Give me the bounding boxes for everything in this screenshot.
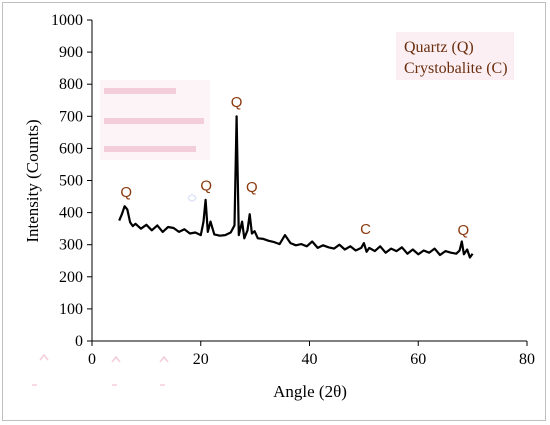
y-tick-group: 0 100 200 300 400 500 600 700 800 900 1000 <box>51 12 92 350</box>
peak-label-q: Q <box>120 184 132 201</box>
y-tick-label: 200 <box>59 269 83 286</box>
peak-label-c: C <box>360 221 371 238</box>
y-tick-label: 100 <box>59 301 83 318</box>
y-tick-label: 600 <box>59 140 83 157</box>
peak-label-group: Q Q Q Q C Q <box>120 94 469 239</box>
y-tick-label: 500 <box>59 173 83 190</box>
x-tick-label: 80 <box>519 351 535 368</box>
peak-label-q: Q <box>246 179 258 196</box>
y-tick-label: 400 <box>59 205 83 222</box>
legend-box <box>396 32 514 80</box>
peak-label-q: Q <box>200 178 212 195</box>
x-tick-group: 0 20 40 60 80 <box>88 341 535 368</box>
y-tick-label: 0 <box>75 333 83 350</box>
y-tick-label: 800 <box>59 76 83 93</box>
y-tick-label: 900 <box>59 44 83 61</box>
ghost-legend-watermark <box>32 80 210 386</box>
x-tick-label: 0 <box>88 351 96 368</box>
x-tick-label: 60 <box>410 351 426 368</box>
legend-item-quartz: Quartz (Q) <box>404 39 474 56</box>
peak-label-q: Q <box>458 222 470 239</box>
x-tick-label: 20 <box>193 351 209 368</box>
y-tick-label: 300 <box>59 237 83 254</box>
y-tick-label: 700 <box>59 108 83 125</box>
peak-label-q: Q <box>231 94 243 111</box>
legend-item-crystobalite: Crystobalite (C) <box>404 60 508 77</box>
y-axis-label: Intensity (Counts) <box>23 119 42 242</box>
x-tick-label: 40 <box>302 351 318 368</box>
x-axis-label: Angle (2θ) <box>273 382 347 401</box>
series-line <box>118 115 474 259</box>
y-tick-label: 1000 <box>51 12 83 29</box>
